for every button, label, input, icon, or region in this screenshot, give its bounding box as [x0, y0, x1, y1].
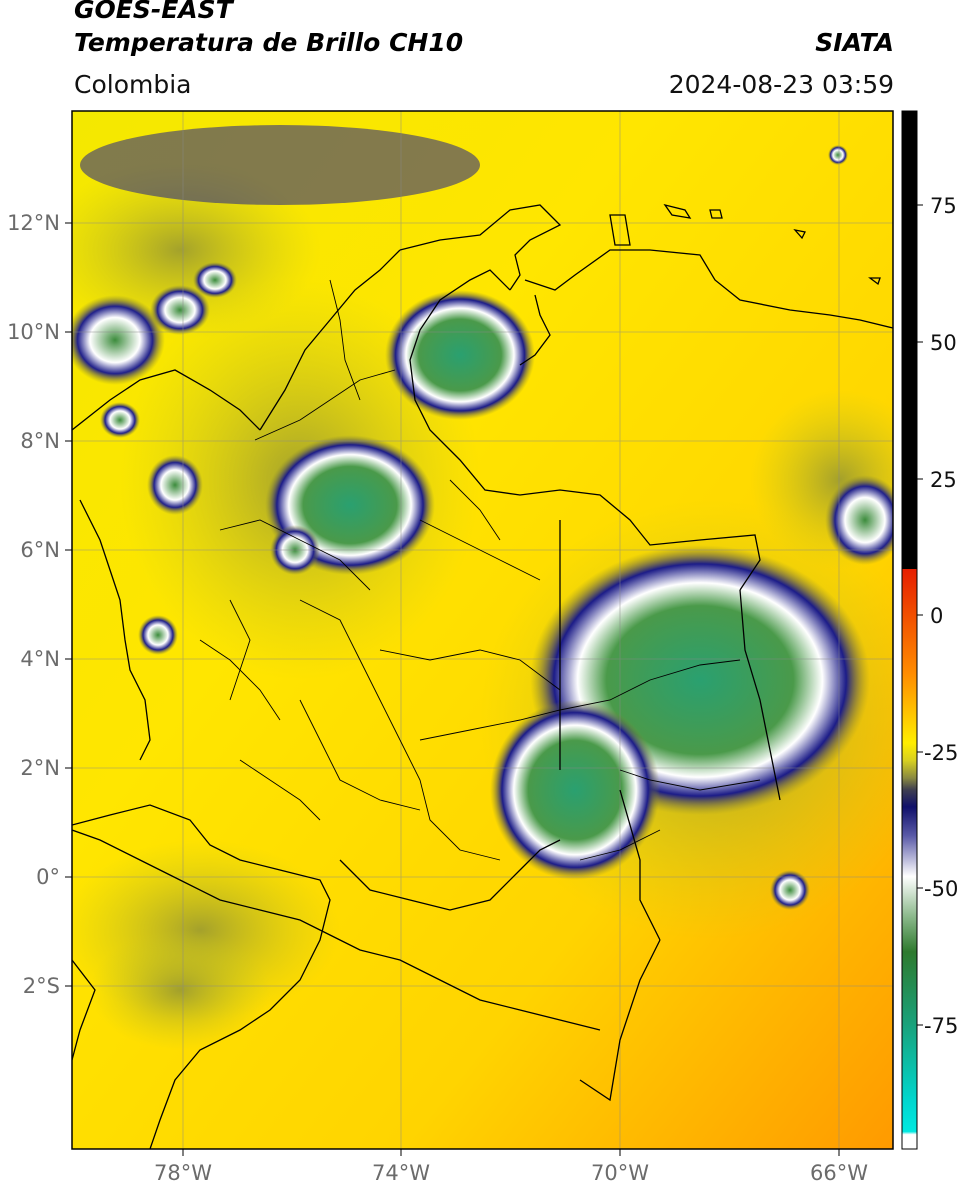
colorbar-tick-label: 25: [930, 468, 957, 492]
colorbar-tick-label: 50: [930, 331, 957, 355]
lat-tick-label: 8°N: [20, 429, 60, 453]
colorbar-tick-label: 75: [930, 194, 957, 218]
lat-tick-label: 0°: [36, 865, 60, 889]
colorbar-tick-label: 0: [930, 604, 943, 628]
coastlines: [72, 203, 893, 1149]
brand-label: SIATA: [815, 28, 894, 57]
map-imagery: [72, 111, 893, 1149]
lon-tick-label: 66°W: [810, 1161, 868, 1185]
admin-borders: [199, 279, 761, 861]
graticule: [72, 111, 893, 1149]
colorbar-gradient: [902, 569, 917, 1149]
lon-tick-label: 70°W: [591, 1161, 649, 1185]
lon-ticks: 78°W 74°W 70°W 66°W: [154, 1149, 868, 1185]
colorbar-black-segment: [902, 111, 917, 569]
lon-tick-label: 78°W: [154, 1161, 212, 1185]
lat-tick-label: 2°S: [23, 974, 60, 998]
colorbar-tick-label: -50: [924, 877, 958, 901]
title-satellite: GOES-EAST: [74, 0, 233, 24]
lon-tick-label: 74°W: [372, 1161, 430, 1185]
title-product: Temperatura de Brillo CH10: [74, 28, 464, 57]
region-label: Colombia: [74, 70, 192, 99]
lat-tick-label: 12°N: [7, 211, 60, 235]
lat-tick-label: 10°N: [7, 320, 60, 344]
lat-tick-label: 2°N: [20, 756, 60, 780]
colorbar-tick-label: -25: [924, 741, 958, 765]
lat-tick-label: 4°N: [20, 647, 60, 671]
map-frame: [71, 110, 894, 1150]
country-borders: [72, 269, 781, 1102]
lat-tick-label: 6°N: [20, 538, 60, 562]
datetime-label: 2024-08-23 03:59: [668, 70, 894, 99]
colorbar: 75 50 25 0 -25 -50 -75: [901, 110, 958, 1150]
lat-ticks: 12°N 10°N 8°N 6°N 4°N 2°N 0° 2°S: [7, 211, 72, 998]
colorbar-tick-label: -75: [924, 1014, 958, 1038]
